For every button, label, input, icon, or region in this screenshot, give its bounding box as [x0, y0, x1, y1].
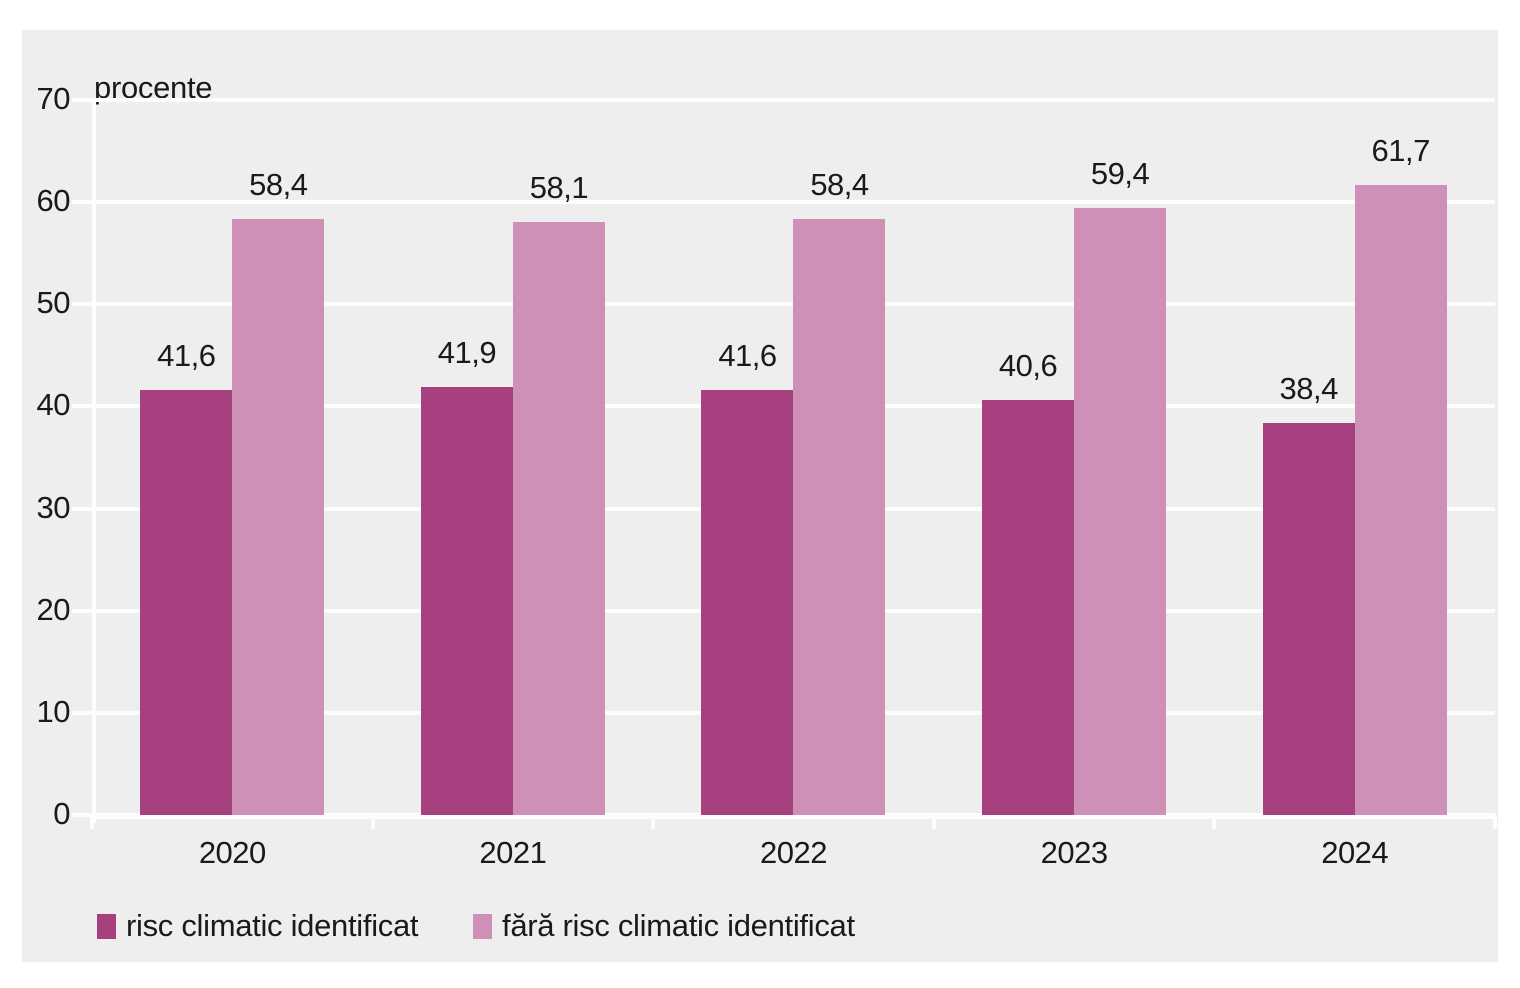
bar-2024-series-1 [1262, 422, 1355, 815]
x-tick-mark [651, 815, 656, 829]
bar-value-label: 58,4 [810, 166, 869, 202]
y-tick-mark-40 [72, 404, 92, 409]
bar-2021-series-1 [420, 387, 513, 815]
y-tick-mark-0 [72, 813, 92, 817]
bar-2020-series-1 [140, 390, 233, 815]
y-tick-label-20: 20 [36, 591, 71, 627]
bar-value-label: 61,7 [1371, 132, 1431, 168]
x-tick-mark [370, 815, 375, 829]
x-tick-mark [1493, 815, 1497, 829]
legend: risc climatic identificat fără risc clima… [22, 908, 1498, 948]
bar-value-label: 41,9 [437, 335, 497, 371]
x-tick-mark [90, 815, 94, 829]
bar-2020-series-2 [232, 218, 325, 815]
bar-group-2020: 41,6 58,4 [92, 100, 373, 815]
bar-value-label: 40,6 [998, 348, 1058, 384]
y-tick-label-10: 10 [36, 693, 71, 729]
x-tick-label-2022: 2022 [760, 835, 827, 870]
y-tick-mark-20 [72, 608, 92, 613]
bar-group-2022: 41,6 58,4 [653, 100, 934, 815]
y-tick-label-40: 40 [36, 387, 71, 423]
bar-group-2023: 40,6 59,4 [934, 100, 1215, 815]
bar-2022-series-2 [793, 218, 886, 815]
bar-group-2021: 41,9 58,1 [373, 100, 654, 815]
legend-swatch-icon [473, 913, 492, 939]
y-tick-label-30: 30 [36, 489, 71, 525]
bar-value-label: 41,6 [718, 338, 777, 374]
bar-value-label: 59,4 [1090, 156, 1150, 192]
x-tick-label-2023: 2023 [1040, 835, 1108, 870]
plot-area: 0 10 20 30 40 50 60 70 41,6 58,4 41,9 58,1 41,6 58,4 4… [37, 81, 1497, 831]
y-axis-line [92, 100, 96, 823]
bar-2021-series-2 [512, 221, 605, 815]
gridline-60 [92, 200, 1495, 205]
x-tick-label-2020: 2020 [198, 835, 266, 870]
y-tick-label-60: 60 [36, 183, 71, 219]
y-tick-label-70: 70 [36, 81, 71, 116]
legend-label: risc climatic identificat [126, 908, 419, 943]
y-tick-mark-50 [72, 302, 92, 307]
bar-value-label: 38,4 [1279, 370, 1339, 406]
bar-2024-series-2 [1354, 184, 1447, 815]
x-tick-label-2021: 2021 [479, 835, 547, 870]
y-tick-mark-60 [72, 200, 92, 205]
y-tick-mark-70 [72, 98, 92, 102]
bar-2023-series-1 [982, 400, 1075, 815]
chart-panel: procente 0 10 20 30 40 50 60 70 41,6 58,4 41,9 58,1… [22, 30, 1498, 962]
bar-value-label: 58,1 [529, 169, 589, 205]
bar-group-2024: 38,4 61,7 [1214, 100, 1495, 815]
x-tick-mark [1212, 815, 1217, 829]
y-tick-mark-10 [72, 710, 92, 715]
y-tick-label-50: 50 [36, 285, 71, 321]
gridline-70 [92, 98, 1495, 102]
x-axis-line [92, 813, 1495, 819]
y-tick-label-0: 0 [53, 796, 70, 831]
x-tick-mark [931, 815, 936, 829]
bar-2022-series-1 [701, 390, 794, 815]
x-tick-label-2024: 2024 [1321, 835, 1389, 870]
legend-item-1: risc climatic identificat [97, 908, 419, 944]
legend-item-2: fără risc climatic identificat [473, 908, 855, 944]
bar-2023-series-2 [1074, 208, 1167, 815]
legend-label: fără risc climatic identificat [502, 908, 855, 943]
bar-value-label: 41,6 [157, 338, 216, 374]
legend-swatch-icon [97, 913, 116, 939]
bar-value-label: 58,4 [249, 166, 308, 202]
y-tick-mark-30 [72, 506, 92, 511]
